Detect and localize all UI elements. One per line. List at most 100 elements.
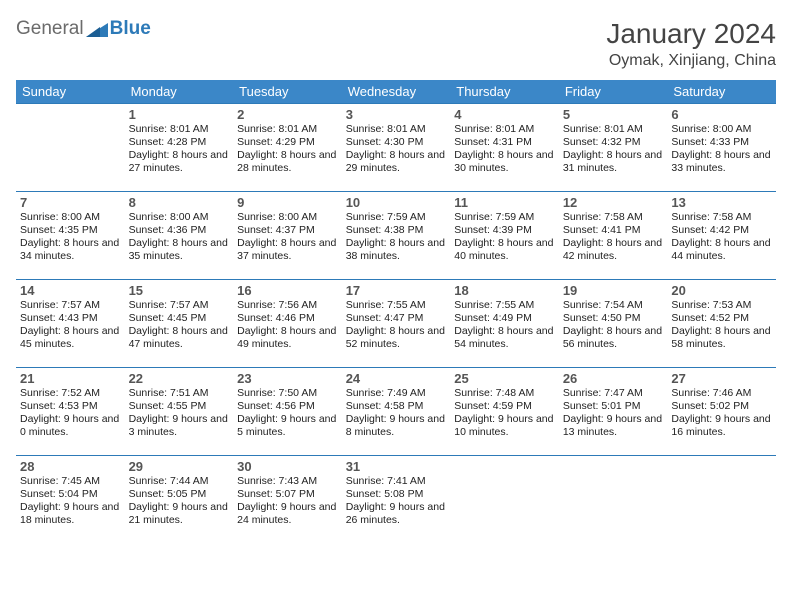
- sunset-line: Sunset: 4:52 PM: [671, 312, 772, 325]
- day-number: 31: [346, 459, 447, 474]
- calendar-cell: 13Sunrise: 7:58 AMSunset: 4:42 PMDayligh…: [667, 192, 776, 280]
- day-number: 13: [671, 195, 772, 210]
- daylight-line: Daylight: 8 hours and 33 minutes.: [671, 149, 772, 175]
- daylight-line: Daylight: 8 hours and 56 minutes.: [563, 325, 664, 351]
- location: Oymak, Xinjiang, China: [606, 52, 776, 70]
- sunset-line: Sunset: 4:50 PM: [563, 312, 664, 325]
- day-number: 21: [20, 371, 121, 386]
- calendar-cell: 4Sunrise: 8:01 AMSunset: 4:31 PMDaylight…: [450, 104, 559, 192]
- weekday-header: Wednesday: [342, 80, 451, 104]
- calendar-cell: 23Sunrise: 7:50 AMSunset: 4:56 PMDayligh…: [233, 368, 342, 456]
- calendar-body: 1Sunrise: 8:01 AMSunset: 4:28 PMDaylight…: [16, 104, 776, 544]
- sunset-line: Sunset: 4:35 PM: [20, 224, 121, 237]
- calendar-cell: 14Sunrise: 7:57 AMSunset: 4:43 PMDayligh…: [16, 280, 125, 368]
- sunset-line: Sunset: 4:43 PM: [20, 312, 121, 325]
- sunset-line: Sunset: 4:31 PM: [454, 136, 555, 149]
- logo-text-blue: Blue: [110, 18, 151, 40]
- sunset-line: Sunset: 4:45 PM: [129, 312, 230, 325]
- sunset-line: Sunset: 4:46 PM: [237, 312, 338, 325]
- sunrise-line: Sunrise: 8:01 AM: [563, 123, 664, 136]
- day-number: 17: [346, 283, 447, 298]
- sunrise-line: Sunrise: 7:55 AM: [454, 299, 555, 312]
- daylight-line: Daylight: 8 hours and 44 minutes.: [671, 237, 772, 263]
- calendar-row: 14Sunrise: 7:57 AMSunset: 4:43 PMDayligh…: [16, 280, 776, 368]
- calendar-cell: [559, 456, 668, 544]
- daylight-line: Daylight: 8 hours and 47 minutes.: [129, 325, 230, 351]
- sunset-line: Sunset: 4:56 PM: [237, 400, 338, 413]
- sunset-line: Sunset: 4:47 PM: [346, 312, 447, 325]
- sunrise-line: Sunrise: 7:59 AM: [454, 211, 555, 224]
- day-number: 4: [454, 107, 555, 122]
- day-number: 11: [454, 195, 555, 210]
- sunset-line: Sunset: 4:37 PM: [237, 224, 338, 237]
- day-number: 18: [454, 283, 555, 298]
- sunrise-line: Sunrise: 8:00 AM: [237, 211, 338, 224]
- calendar-cell: 1Sunrise: 8:01 AMSunset: 4:28 PMDaylight…: [125, 104, 234, 192]
- daylight-line: Daylight: 8 hours and 38 minutes.: [346, 237, 447, 263]
- sunrise-line: Sunrise: 7:59 AM: [346, 211, 447, 224]
- day-number: 20: [671, 283, 772, 298]
- sunrise-line: Sunrise: 7:41 AM: [346, 475, 447, 488]
- sunrise-line: Sunrise: 7:49 AM: [346, 387, 447, 400]
- calendar-cell: [667, 456, 776, 544]
- daylight-line: Daylight: 8 hours and 37 minutes.: [237, 237, 338, 263]
- sunset-line: Sunset: 4:36 PM: [129, 224, 230, 237]
- calendar-cell: 26Sunrise: 7:47 AMSunset: 5:01 PMDayligh…: [559, 368, 668, 456]
- calendar-cell: 2Sunrise: 8:01 AMSunset: 4:29 PMDaylight…: [233, 104, 342, 192]
- sunrise-line: Sunrise: 7:58 AM: [671, 211, 772, 224]
- weekday-header: Sunday: [16, 80, 125, 104]
- calendar-cell: 5Sunrise: 8:01 AMSunset: 4:32 PMDaylight…: [559, 104, 668, 192]
- weekday-header: Thursday: [450, 80, 559, 104]
- weekday-header: Tuesday: [233, 80, 342, 104]
- sunrise-line: Sunrise: 7:48 AM: [454, 387, 555, 400]
- sunset-line: Sunset: 4:42 PM: [671, 224, 772, 237]
- day-number: 29: [129, 459, 230, 474]
- day-number: 12: [563, 195, 664, 210]
- calendar-cell: 25Sunrise: 7:48 AMSunset: 4:59 PMDayligh…: [450, 368, 559, 456]
- calendar-cell: 18Sunrise: 7:55 AMSunset: 4:49 PMDayligh…: [450, 280, 559, 368]
- calendar-row: 28Sunrise: 7:45 AMSunset: 5:04 PMDayligh…: [16, 456, 776, 544]
- sunrise-line: Sunrise: 8:00 AM: [20, 211, 121, 224]
- calendar-cell: 22Sunrise: 7:51 AMSunset: 4:55 PMDayligh…: [125, 368, 234, 456]
- calendar-cell: 9Sunrise: 8:00 AMSunset: 4:37 PMDaylight…: [233, 192, 342, 280]
- sunrise-line: Sunrise: 7:43 AM: [237, 475, 338, 488]
- daylight-line: Daylight: 8 hours and 54 minutes.: [454, 325, 555, 351]
- day-number: 25: [454, 371, 555, 386]
- calendar-cell: 20Sunrise: 7:53 AMSunset: 4:52 PMDayligh…: [667, 280, 776, 368]
- logo-text-general: General: [16, 18, 84, 40]
- calendar-cell: 28Sunrise: 7:45 AMSunset: 5:04 PMDayligh…: [16, 456, 125, 544]
- daylight-line: Daylight: 8 hours and 40 minutes.: [454, 237, 555, 263]
- daylight-line: Daylight: 8 hours and 58 minutes.: [671, 325, 772, 351]
- day-number: 2: [237, 107, 338, 122]
- day-number: 19: [563, 283, 664, 298]
- daylight-line: Daylight: 9 hours and 26 minutes.: [346, 501, 447, 527]
- daylight-line: Daylight: 9 hours and 13 minutes.: [563, 413, 664, 439]
- weekday-header: Saturday: [667, 80, 776, 104]
- calendar-table: Sunday Monday Tuesday Wednesday Thursday…: [16, 80, 776, 544]
- logo-triangle-icon: [86, 21, 108, 37]
- sunrise-line: Sunrise: 8:01 AM: [129, 123, 230, 136]
- weekday-header: Monday: [125, 80, 234, 104]
- daylight-line: Daylight: 9 hours and 10 minutes.: [454, 413, 555, 439]
- calendar-cell: 27Sunrise: 7:46 AMSunset: 5:02 PMDayligh…: [667, 368, 776, 456]
- daylight-line: Daylight: 8 hours and 27 minutes.: [129, 149, 230, 175]
- day-number: 6: [671, 107, 772, 122]
- sunset-line: Sunset: 4:29 PM: [237, 136, 338, 149]
- sunrise-line: Sunrise: 7:44 AM: [129, 475, 230, 488]
- day-number: 15: [129, 283, 230, 298]
- day-number: 10: [346, 195, 447, 210]
- sunset-line: Sunset: 4:49 PM: [454, 312, 555, 325]
- calendar-cell: 3Sunrise: 8:01 AMSunset: 4:30 PMDaylight…: [342, 104, 451, 192]
- sunset-line: Sunset: 5:01 PM: [563, 400, 664, 413]
- daylight-line: Daylight: 9 hours and 5 minutes.: [237, 413, 338, 439]
- calendar-cell: [16, 104, 125, 192]
- sunrise-line: Sunrise: 7:57 AM: [129, 299, 230, 312]
- calendar-cell: 11Sunrise: 7:59 AMSunset: 4:39 PMDayligh…: [450, 192, 559, 280]
- daylight-line: Daylight: 9 hours and 16 minutes.: [671, 413, 772, 439]
- calendar-cell: 21Sunrise: 7:52 AMSunset: 4:53 PMDayligh…: [16, 368, 125, 456]
- daylight-line: Daylight: 8 hours and 31 minutes.: [563, 149, 664, 175]
- day-number: 28: [20, 459, 121, 474]
- sunset-line: Sunset: 4:38 PM: [346, 224, 447, 237]
- sunset-line: Sunset: 4:33 PM: [671, 136, 772, 149]
- daylight-line: Daylight: 9 hours and 21 minutes.: [129, 501, 230, 527]
